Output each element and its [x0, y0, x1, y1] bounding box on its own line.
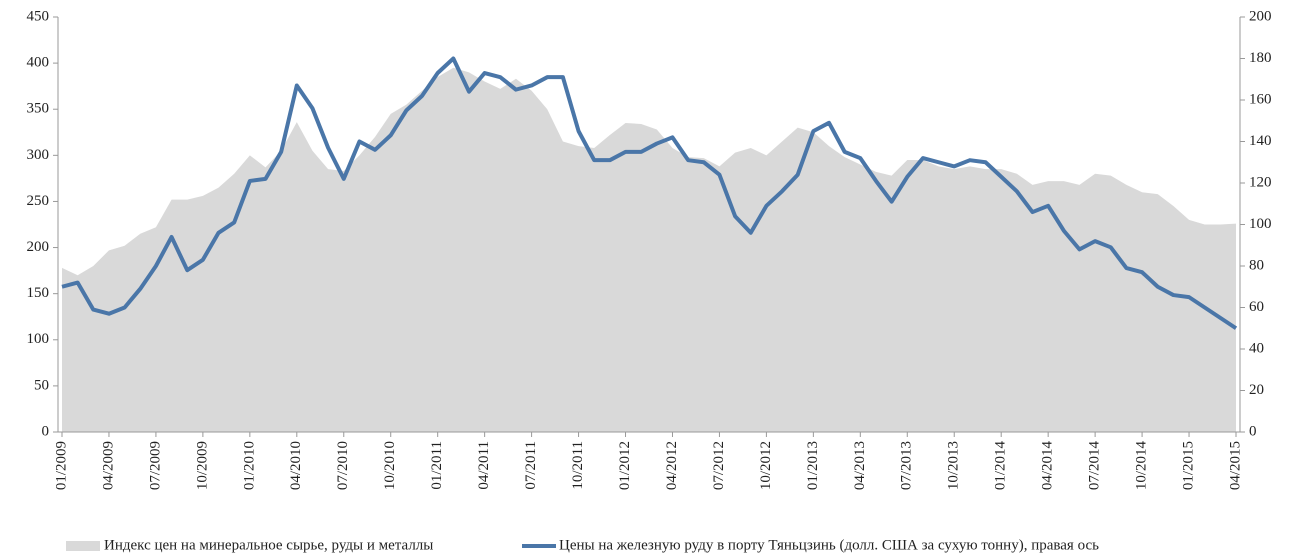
x-tick-label: 04/2012 — [664, 441, 680, 490]
x-tick-label: 07/2012 — [711, 441, 727, 490]
legend-label: Цены на железную руду в порту Тяньцзинь … — [559, 537, 1099, 553]
y-tick-label: 200 — [27, 239, 50, 255]
x-tick-label: 10/2012 — [758, 441, 774, 490]
y2-tick-label: 200 — [1249, 8, 1272, 24]
y-tick-label: 100 — [27, 331, 50, 347]
x-tick-label: 04/2013 — [852, 441, 868, 490]
x-tick-label: 04/2014 — [1040, 441, 1056, 491]
x-tick-label: 10/2013 — [946, 441, 962, 490]
y2-tick-label: 20 — [1249, 382, 1264, 398]
x-tick-label: 04/2015 — [1227, 441, 1243, 490]
y2-tick-label: 180 — [1249, 50, 1272, 66]
x-tick-label: 10/2011 — [570, 441, 586, 490]
y2-tick-label: 120 — [1249, 174, 1272, 190]
x-tick-label: 10/2009 — [194, 441, 210, 490]
area — [62, 67, 1236, 432]
y-tick-label: 400 — [27, 55, 50, 71]
x-tick-label: 07/2011 — [523, 441, 539, 490]
y-tick-label: 50 — [34, 377, 49, 393]
x-tick-label: 01/2015 — [1180, 441, 1196, 490]
x-tick-label: 07/2014 — [1087, 441, 1103, 491]
x-tick-label: 07/2013 — [899, 441, 915, 490]
legend-label: Индекс цен на минеральное сырье, руды и … — [104, 537, 433, 553]
x-tick-label: 01/2009 — [53, 441, 69, 490]
x-tick-label: 10/2014 — [1134, 441, 1150, 491]
y2-tick-label: 140 — [1249, 133, 1272, 149]
x-tick-label: 01/2013 — [805, 441, 821, 490]
y2-tick-label: 80 — [1249, 257, 1264, 273]
y-tick-label: 150 — [27, 285, 50, 301]
x-tick-label: 04/2009 — [100, 441, 116, 490]
x-tick-label: 04/2011 — [476, 441, 492, 490]
line — [61, 56, 1238, 330]
legend-swatch — [66, 541, 100, 551]
y2-tick-label: 40 — [1249, 340, 1264, 356]
y2-tick-label: 160 — [1249, 91, 1272, 107]
x-tick-label: 01/2014 — [993, 441, 1009, 491]
x-tick-label: 01/2011 — [429, 441, 445, 490]
x-tick-label: 04/2010 — [288, 441, 304, 490]
x-tick-label: 10/2010 — [382, 441, 398, 490]
y-tick-label: 450 — [27, 8, 50, 24]
y2-tick-label: 60 — [1249, 299, 1264, 315]
y2-tick-label: 0 — [1249, 423, 1257, 439]
y-tick-label: 300 — [27, 147, 50, 163]
y2-tick-label: 100 — [1249, 216, 1272, 232]
y-tick-label: 250 — [27, 193, 50, 209]
x-tick-label: 07/2010 — [335, 441, 351, 490]
x-tick-label: 07/2009 — [147, 441, 163, 490]
y-tick-label: 350 — [27, 101, 50, 117]
y-tick-label: 0 — [42, 423, 50, 439]
x-tick-label: 01/2010 — [241, 441, 257, 490]
x-tick-label: 01/2012 — [617, 441, 633, 490]
